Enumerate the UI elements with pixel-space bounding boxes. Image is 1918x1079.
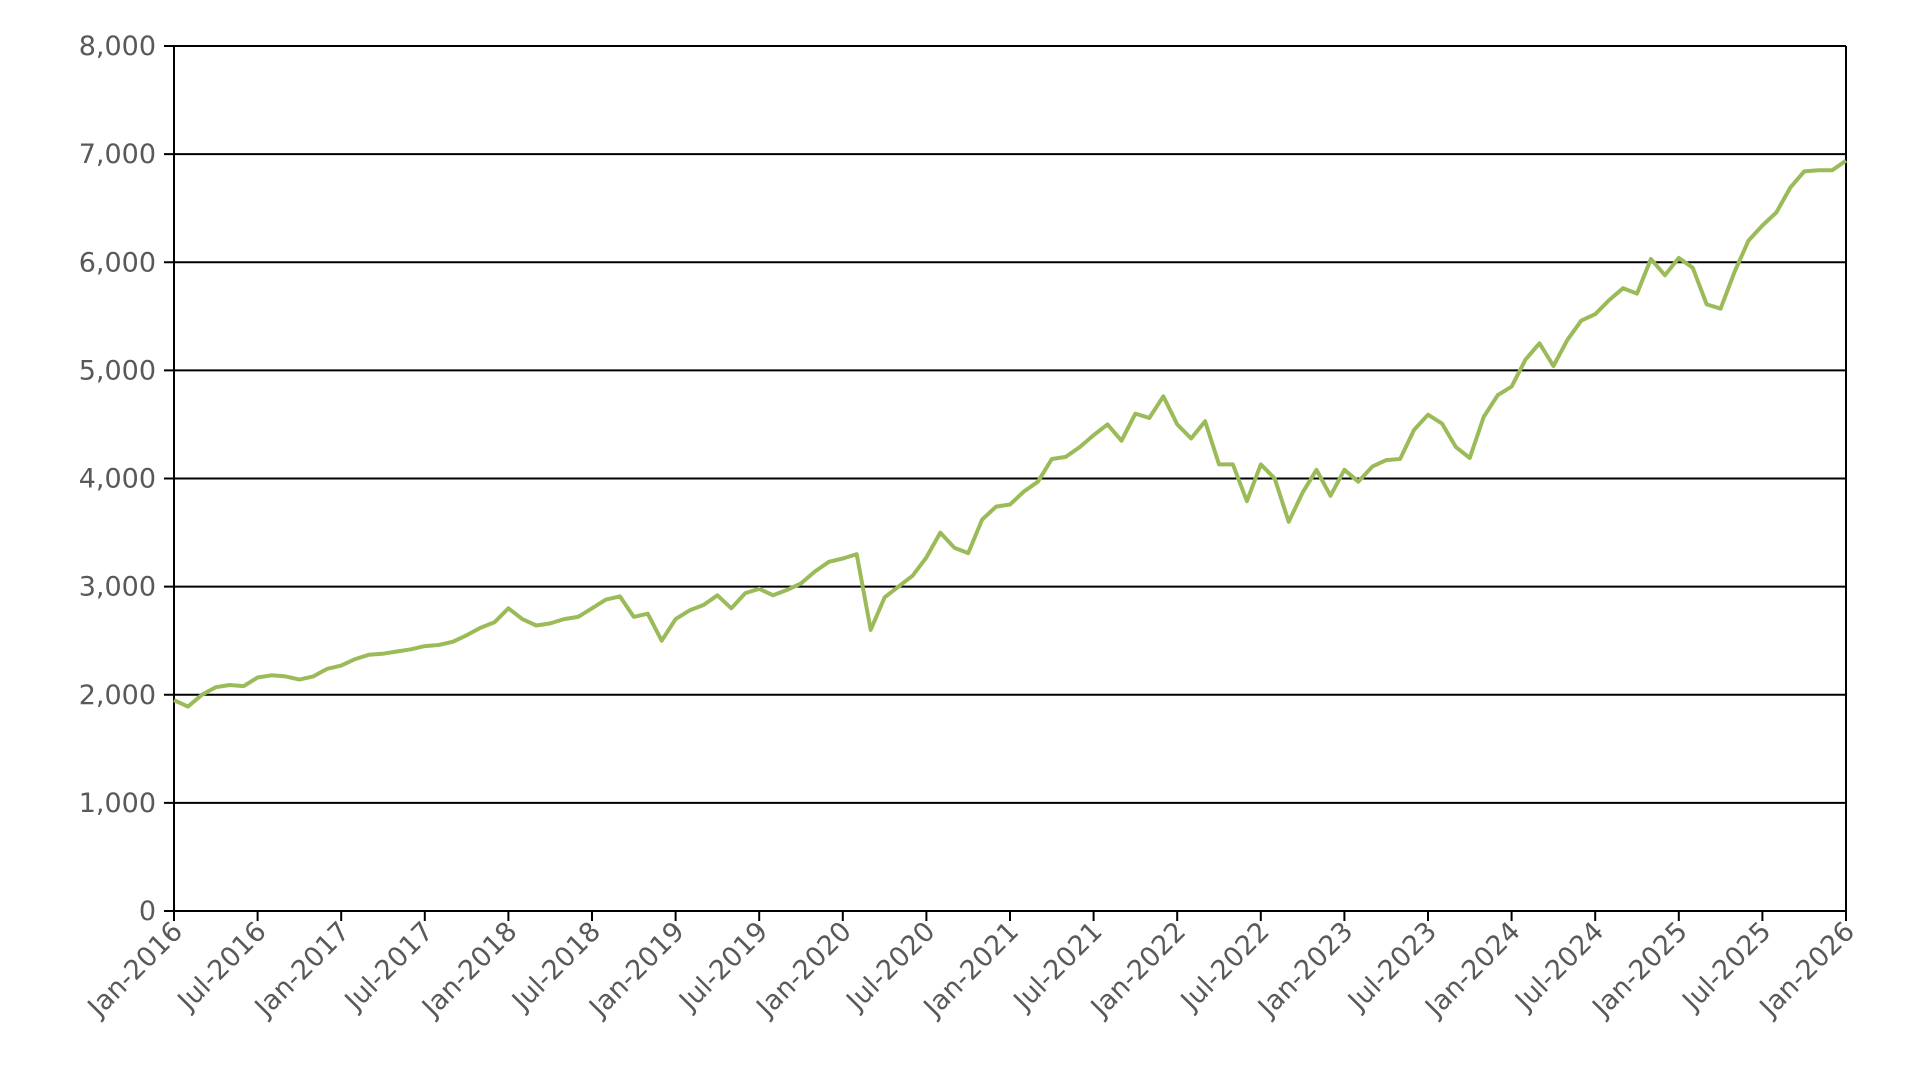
y-tick-label: 5,000 <box>79 355 156 386</box>
y-tick-label: 4,000 <box>79 464 156 495</box>
data-line <box>173 158 1848 709</box>
y-tick-label: 6,000 <box>79 247 156 278</box>
y-tick-label: 8,000 <box>79 31 156 62</box>
y-tick-label: 0 <box>139 896 156 927</box>
x-tick-label: Jan-2016 <box>81 916 189 1024</box>
y-tick-label: 3,000 <box>79 572 156 603</box>
y-tick-label: 2,000 <box>79 680 156 711</box>
y-tick-label: 7,000 <box>79 139 156 170</box>
y-tick-label: 1,000 <box>79 788 156 819</box>
